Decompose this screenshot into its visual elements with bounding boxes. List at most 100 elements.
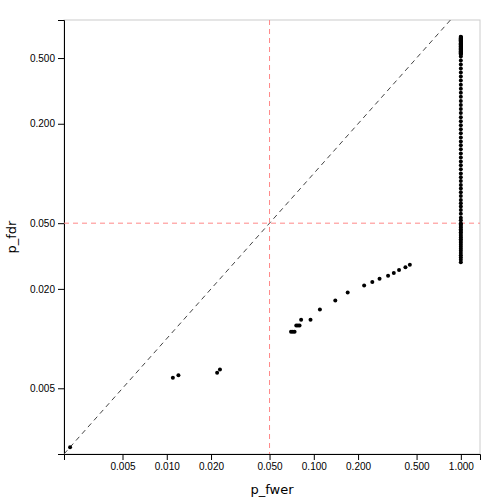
- y-axis-line: [58, 21, 65, 455]
- x-tick-label: 0.010: [155, 461, 180, 472]
- point: [459, 107, 463, 111]
- point: [459, 143, 463, 147]
- y-tick: 0.020: [30, 284, 64, 295]
- x-tick-mark: [270, 454, 271, 460]
- y-tick-label: 0.050: [30, 218, 55, 229]
- point: [176, 373, 180, 377]
- point: [459, 119, 463, 123]
- x-tick: 0.005: [110, 454, 135, 472]
- point: [459, 52, 463, 56]
- x-tick: 0.020: [199, 454, 224, 472]
- y-tick: 0.200: [30, 118, 64, 129]
- point: [378, 277, 382, 281]
- y-tick-mark: [58, 58, 64, 59]
- point: [459, 167, 463, 171]
- x-tick-label: 0.100: [302, 461, 327, 472]
- x-tick-label: 1.000: [449, 461, 474, 472]
- y-tick: 0.005: [30, 383, 64, 394]
- x-tick-mark: [461, 454, 462, 460]
- point: [386, 274, 390, 278]
- x-axis-line: [65, 455, 481, 461]
- reference-line: [269, 20, 270, 454]
- point: [397, 268, 401, 272]
- point: [299, 318, 303, 322]
- point: [459, 63, 463, 67]
- y-tick-mark: [58, 388, 64, 389]
- point: [459, 87, 463, 91]
- identity-line: [64, 20, 480, 454]
- point: [459, 91, 463, 95]
- x-tick-mark: [358, 454, 359, 460]
- point: [370, 280, 374, 284]
- data-layer: [64, 20, 480, 454]
- chart: 0.005 0.010 0.020 0.050 0.100 0.200 0.500 1.000…: [0, 0, 504, 504]
- point: [459, 160, 463, 164]
- point: [459, 79, 463, 83]
- y-tick-mark: [58, 124, 64, 125]
- y-tick-label: 0.020: [30, 284, 55, 295]
- point: [459, 190, 463, 194]
- point: [459, 131, 463, 135]
- point: [298, 324, 302, 328]
- x-tick-label: 0.050: [258, 461, 283, 472]
- x-tick: 0.500: [405, 454, 430, 472]
- plot: 0.005 0.010 0.020 0.050 0.100 0.200 0.500 1.000…: [30, 0, 481, 472]
- point: [459, 183, 463, 187]
- point: [459, 75, 463, 79]
- x-tick-label: 0.020: [199, 461, 224, 472]
- y-tick-mark: [58, 289, 64, 290]
- point: [459, 53, 463, 57]
- x-tick: 0.010: [155, 454, 180, 472]
- point: [68, 445, 72, 449]
- point: [459, 70, 463, 74]
- point: [215, 371, 219, 375]
- y-tick-label: 0.500: [30, 53, 55, 64]
- x-tick-label: 0.005: [110, 461, 135, 472]
- point: [459, 198, 463, 202]
- y-axis: 0.005 0.020 0.050 0.200 0.500: [30, 21, 65, 455]
- point: [293, 330, 297, 334]
- y-axis-title: p_fdr: [4, 220, 19, 254]
- x-tick: 0.200: [346, 454, 371, 472]
- point: [459, 83, 463, 87]
- x-tick-mark: [123, 454, 124, 460]
- point: [459, 194, 463, 198]
- point: [459, 140, 463, 144]
- point: [459, 216, 463, 220]
- point: [459, 67, 463, 71]
- point: [459, 179, 463, 183]
- x-tick-label: 0.200: [346, 461, 371, 472]
- point: [403, 265, 407, 269]
- point: [459, 163, 463, 167]
- point: [318, 308, 322, 312]
- point: [459, 123, 463, 127]
- point: [392, 271, 396, 275]
- y-tick: 0.500: [30, 53, 64, 64]
- y-tick-label: 0.005: [30, 383, 55, 394]
- x-tick: 0.050: [258, 454, 283, 472]
- x-tick: 0.100: [302, 454, 327, 472]
- point: [459, 127, 463, 131]
- x-tick-mark: [167, 454, 168, 460]
- x-tick-label: 0.500: [405, 461, 430, 472]
- point: [171, 376, 175, 380]
- point: [218, 367, 222, 371]
- point: [459, 115, 463, 119]
- y-tick: 0.050: [30, 218, 64, 229]
- x-tick-mark: [417, 454, 418, 460]
- point: [459, 152, 463, 156]
- reference-line: [64, 223, 480, 224]
- point: [408, 263, 412, 267]
- point: [459, 95, 463, 99]
- point: [459, 208, 463, 212]
- point: [459, 111, 463, 115]
- point: [459, 103, 463, 107]
- point: [459, 212, 463, 216]
- point: [459, 171, 463, 175]
- point: [459, 175, 463, 179]
- x-tick: 1.000: [449, 454, 474, 472]
- point: [459, 147, 463, 151]
- point: [459, 99, 463, 103]
- y-tick-mark: [58, 223, 64, 224]
- y-tick-label: 0.200: [30, 118, 55, 129]
